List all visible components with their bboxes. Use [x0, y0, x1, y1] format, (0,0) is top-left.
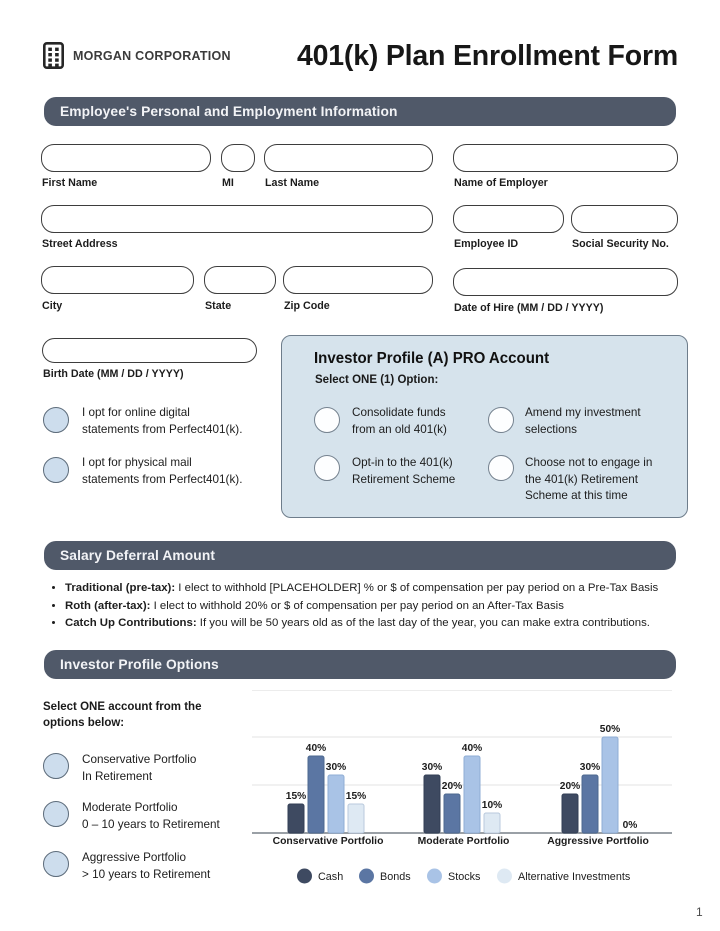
svg-text:Stocks: Stocks — [448, 871, 481, 883]
svg-text:Aggressive Portfolio: Aggressive Portfolio — [547, 836, 649, 847]
svg-text:20%: 20% — [560, 781, 580, 792]
svg-text:Cash: Cash — [318, 871, 343, 883]
svg-text:30%: 30% — [580, 762, 600, 773]
svg-text:15%: 15% — [286, 791, 306, 802]
svg-text:40%: 40% — [306, 743, 326, 754]
svg-text:0%: 0% — [623, 820, 638, 831]
svg-text:40%: 40% — [462, 743, 482, 754]
svg-text:50%: 50% — [600, 724, 620, 735]
svg-text:15%: 15% — [346, 791, 366, 802]
svg-text:Moderate Portfolio: Moderate Portfolio — [418, 836, 510, 847]
svg-text:30%: 30% — [422, 762, 442, 773]
svg-text:Conservative Portfolio: Conservative Portfolio — [273, 836, 384, 847]
svg-text:Alternative Investments: Alternative Investments — [518, 871, 631, 883]
svg-text:30%: 30% — [326, 762, 346, 773]
svg-text:10%: 10% — [482, 800, 502, 811]
svg-text:20%: 20% — [442, 781, 462, 792]
svg-text:Bonds: Bonds — [380, 871, 411, 883]
